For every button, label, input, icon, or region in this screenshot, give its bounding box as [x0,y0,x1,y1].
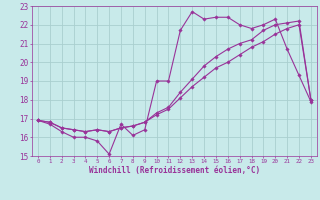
X-axis label: Windchill (Refroidissement éolien,°C): Windchill (Refroidissement éolien,°C) [89,166,260,175]
